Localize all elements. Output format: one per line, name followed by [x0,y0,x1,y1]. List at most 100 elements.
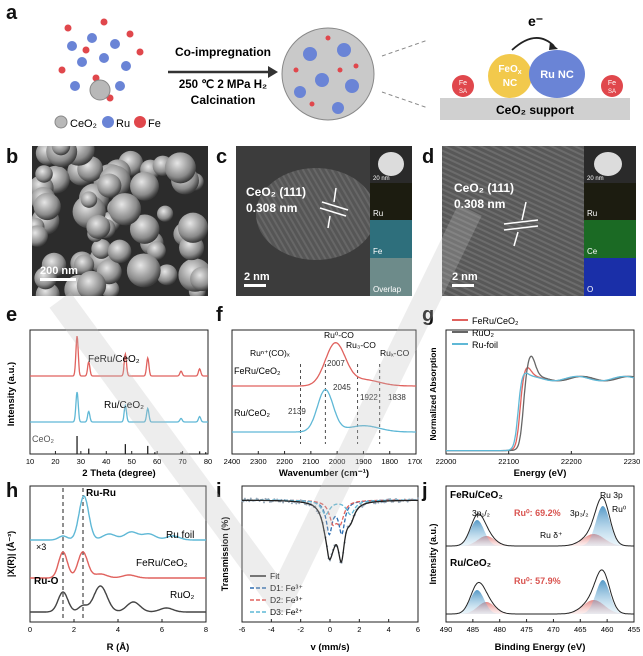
g-tick-label: 22100 [498,457,519,466]
g-legend-rufoil: Ru-foil [472,340,498,350]
f-xlabel: Wavenumber (cm⁻¹) [279,468,369,479]
i-data-point [276,498,279,501]
i-series-fit [242,499,418,564]
h-ann-x3: ×3 [36,542,46,552]
fe-sa-left [452,75,474,97]
j-ann-ru0: Ru⁰ [612,504,627,514]
j-tick-label: 485 [467,625,480,634]
i-data-point [298,502,301,505]
c-map-overlap: Overlap [373,285,402,294]
panel-letter-a: a [6,2,18,24]
c-map-ru: Ru [373,209,383,218]
j-ru-p32-ru0 [446,580,634,614]
f-tick-label: 2400 [224,457,241,466]
i-data-point [374,502,377,505]
h-tick-label: 0 [28,625,32,634]
sem-particle [33,192,61,221]
g-ylabel: Normalized Absorption [428,347,438,440]
i-legend-fit: Fit [270,571,280,581]
f-num-1922: 1922 [360,393,378,402]
g-tick-label: 22300 [624,457,640,466]
sem-particle [108,193,142,226]
sem-particle [130,171,159,201]
panel-h-exafs-chart: 0 2 4 6 8 Ru-Ru Ru-O ×3 Ru foil FeRu/CeO₂ Ru… [6,485,208,653]
sem-particle [126,253,161,288]
electron-label: e⁻ [528,13,543,29]
ru-nc [529,50,585,98]
f-tick-label: 2100 [303,457,320,466]
panel-letter-e: e [6,304,18,326]
j-pct-feru: Ru⁰: 69.2% [514,508,561,518]
sem-particle [156,264,178,286]
i-xlabel: v (mm/s) [310,642,349,653]
panel-letter-g: g [422,304,435,326]
c-inset-scale: 20 nm [373,176,390,182]
feox-sub: x [518,69,522,76]
precursor-atoms [58,18,144,102]
i-legend-d2: D2: Fe³⁺ [270,595,303,605]
j-tick-label: 475 [520,625,533,634]
e-label-ref: CeO₂ [32,434,55,444]
j-feru-p12-ru0 [446,520,634,546]
j-ru-p12-ox [446,602,634,614]
legend-ceo2: CeO₂ [70,118,97,130]
j-title-feru: FeRu/CeO₂ [450,490,503,501]
j-ylabel: Intensity (a.u.) [428,523,438,584]
h-tick-label: 2 [72,625,76,634]
j-feru-envelope [446,496,634,547]
j-xlabel: Binding Energy (eV) [495,642,586,653]
i-data-point [395,498,397,500]
g-tick-label: 22200 [561,457,582,466]
e-tick-label: 50 [128,457,136,466]
f-ann-run: Ruⁿ⁺(CO)ₓ [250,348,290,358]
h-ylabel: |X(R)| (Å⁻³) [6,531,16,577]
d-inset-scale: 20 nm [587,176,604,182]
feox-nc [488,54,532,98]
sem-particle [51,146,71,156]
panel-letter-b: b [6,146,19,168]
panel-letter-j: j [422,480,428,502]
fe-sa-right-label: Fe [608,80,616,87]
i-data-point [249,497,252,500]
fe-sa-left-label: Fe [459,80,467,87]
f-num-2007: 2007 [327,359,345,368]
sem-particle [35,165,53,183]
f-ann-ru0: Ru⁰-CO [324,330,354,340]
e-series-ru [30,391,208,423]
e-tick-label: 70 [178,457,186,466]
f-tick-label: 1900 [355,457,372,466]
e-tick-label: 10 [26,457,34,466]
j-tick-label: 480 [493,625,506,634]
i-data-point [397,501,400,504]
e-xlabel: 2 Theta (degree) [82,468,155,479]
catalyst-sphere [281,27,375,121]
e-label-ru: Ru/CeO₂ [104,400,144,411]
j-ru-p12-ru0 [446,590,634,614]
i-tick-label: 2 [357,625,361,634]
i-data-point [373,502,375,505]
i-series-d3 [242,499,418,516]
j-tick-label: 470 [547,625,560,634]
i-ylabel: Transmission (%) [220,517,230,592]
i-data-point [290,502,293,505]
sem-particle [32,225,48,247]
legend-fe: Fe [148,118,161,130]
i-series-d2 [242,499,418,527]
panel-letter-f: f [216,304,223,326]
j-tick-label: 455 [628,625,640,634]
sem-particle [76,270,107,296]
d-dspacing: 0.308 nm [454,197,505,211]
j-ann-p32: 3p₃/₂ [570,508,589,518]
sem-particle [91,238,112,259]
c-dspacing: 0.308 nm [246,201,297,215]
h-series-rufoil [30,495,206,541]
f-num-1838: 1838 [388,393,406,402]
sem-particle [164,152,196,184]
i-tick-label: -2 [297,625,304,634]
j-ann-p12: 3p₁/₂ [472,508,490,518]
i-data-point [389,498,392,501]
f-ann-ru3: Ru₃-CO [346,340,376,350]
e-label-feru: FeRu/CeO₂ [88,354,140,365]
panel-f-ir-chart: 2400 2300 2200 2100 2000 1900 1800 1700 FeRu/Ce… [224,329,422,479]
j-tick-label: 465 [574,625,587,634]
